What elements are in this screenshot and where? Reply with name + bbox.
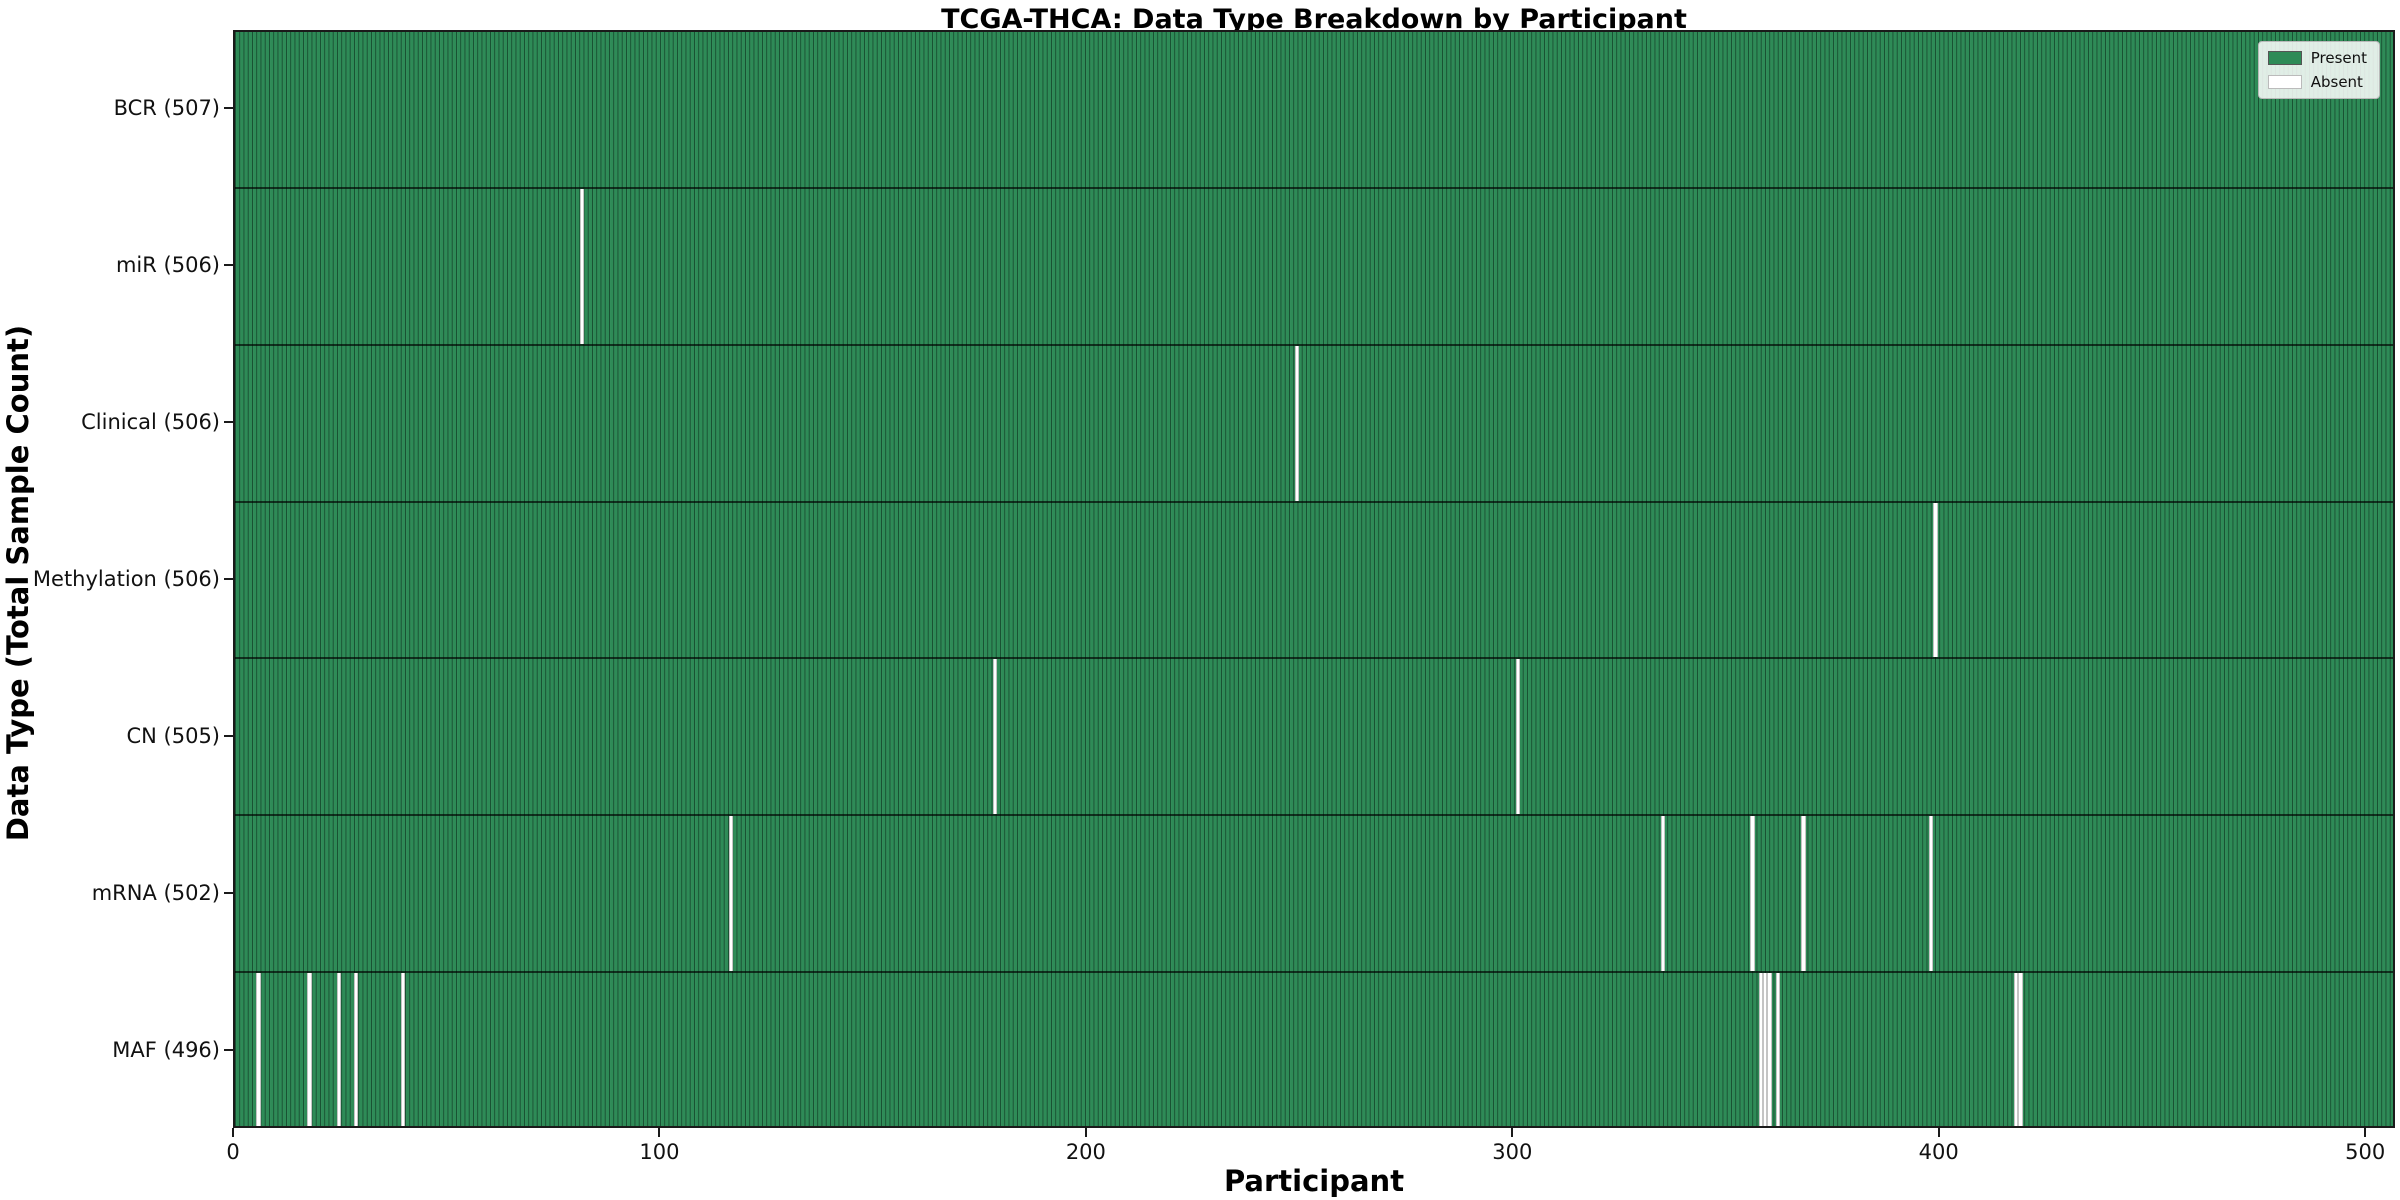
- x-axis-label: Participant: [1223, 1164, 1405, 1198]
- y-tick-label: mRNA (502): [91, 880, 220, 905]
- x-tick-label: 200: [1065, 1140, 1106, 1164]
- y-tick-mark: [224, 107, 233, 110]
- absent-stripe: [1750, 816, 1755, 972]
- absent-stripe: [337, 973, 342, 1126]
- absent-stripe: [1294, 345, 1300, 501]
- legend-absent-label: Absent: [2310, 73, 2363, 91]
- row-band-bcr: [235, 32, 2393, 189]
- y-tick-mark: [224, 891, 233, 894]
- row-band-mrna: [235, 816, 2393, 974]
- chart-title: TCGA-THCA: Data Type Breakdown by Partic…: [941, 4, 1687, 35]
- y-tick-mark: [224, 578, 233, 580]
- row-band-mir: [235, 188, 2393, 346]
- row-band-cn: [235, 659, 2393, 817]
- x-tick-mark: [1084, 1128, 1087, 1137]
- absent-stripe: [307, 973, 312, 1126]
- absent-stripe: [1801, 816, 1806, 972]
- y-tick-label: Methylation (506): [32, 567, 220, 591]
- absent-stripe: [354, 973, 359, 1126]
- y-tick-mark: [224, 734, 233, 737]
- plot-area: Present Absent: [233, 30, 2395, 1128]
- y-axis-label: Data Type (Total Sample Count): [1, 324, 35, 842]
- row-band-maf: [235, 973, 2393, 1126]
- absent-stripe: [1933, 502, 1938, 658]
- y-tick-label: BCR (507): [113, 96, 220, 121]
- absent-stripe: [1929, 816, 1934, 972]
- x-tick-label: 100: [639, 1140, 680, 1164]
- x-tick-mark: [658, 1128, 661, 1137]
- x-tick-mark: [1511, 1128, 1514, 1137]
- absent-stripe: [1758, 973, 1764, 1126]
- y-tick-label: Clinical (506): [81, 410, 220, 435]
- legend-entry-absent: Absent: [2267, 73, 2367, 91]
- absent-stripe: [1516, 659, 1521, 815]
- y-tick-label: MAF (496): [112, 1037, 220, 1062]
- absent-stripe: [256, 973, 261, 1126]
- x-tick-mark: [232, 1128, 234, 1137]
- row-band-methylation: [235, 502, 2393, 660]
- y-tick-mark: [224, 1048, 233, 1051]
- legend-entry-present: Present: [2267, 49, 2367, 67]
- absent-stripe: [579, 188, 585, 344]
- absent-stripe: [1660, 816, 1666, 972]
- y-tick-label: CN (505): [126, 723, 220, 748]
- absent-stripe: [1767, 973, 1772, 1126]
- legend-present-label: Present: [2310, 49, 2367, 67]
- x-tick-label: 300: [1492, 1140, 1533, 1164]
- x-tick-mark: [1937, 1128, 1940, 1137]
- y-tick-mark: [224, 421, 233, 424]
- legend-present-swatch: [2267, 51, 2302, 65]
- y-tick-label: miR (506): [115, 253, 220, 278]
- legend-absent-swatch: [2267, 75, 2302, 89]
- y-tick-mark: [224, 264, 233, 267]
- absent-stripe: [401, 973, 406, 1126]
- absent-stripe: [728, 816, 733, 972]
- absent-stripe: [1775, 973, 1781, 1126]
- x-tick-mark: [2364, 1128, 2367, 1137]
- absent-stripe: [992, 659, 997, 815]
- x-tick-label: 500: [2345, 1140, 2386, 1164]
- absent-stripe: [2014, 973, 2019, 1126]
- x-tick-label: 0: [226, 1140, 240, 1164]
- row-band-clinical: [235, 345, 2393, 503]
- legend: Present Absent: [2257, 41, 2380, 99]
- x-tick-label: 400: [1918, 1140, 1959, 1164]
- absent-stripe: [2018, 973, 2023, 1126]
- absent-stripe: [1763, 973, 1768, 1126]
